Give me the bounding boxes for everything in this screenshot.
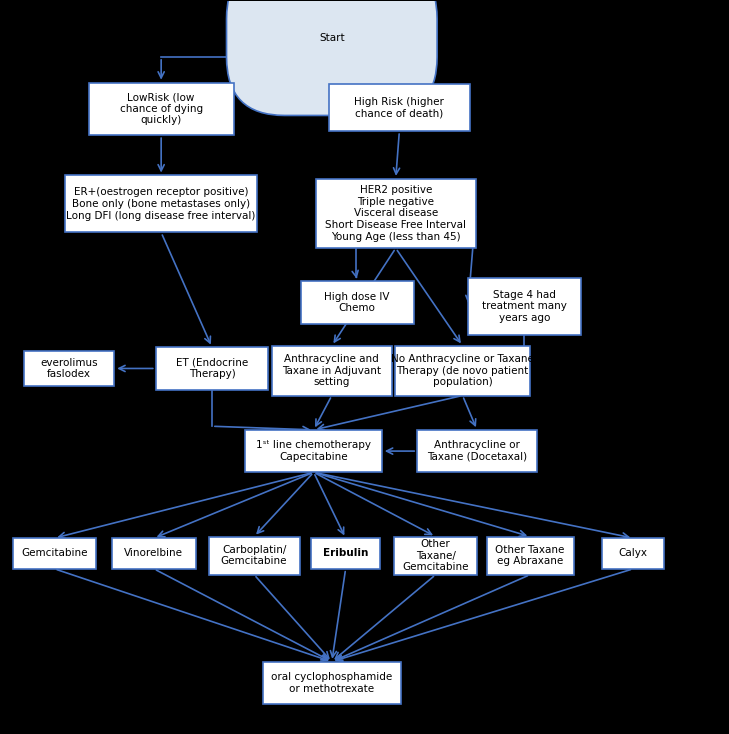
- Text: Other Taxane
eg Abraxane: Other Taxane eg Abraxane: [496, 545, 565, 567]
- FancyBboxPatch shape: [329, 84, 470, 131]
- FancyBboxPatch shape: [486, 537, 574, 575]
- Text: Stage 4 had
treatment many
years ago: Stage 4 had treatment many years ago: [482, 290, 566, 323]
- FancyBboxPatch shape: [394, 537, 477, 575]
- FancyBboxPatch shape: [316, 178, 475, 248]
- Text: Anthracycline or
Taxane (Docetaxal): Anthracycline or Taxane (Docetaxal): [427, 440, 527, 462]
- Text: HER2 positive
Triple negative
Visceral disease
Short Disease Free Interval
Young: HER2 positive Triple negative Visceral d…: [325, 185, 467, 241]
- FancyBboxPatch shape: [301, 281, 413, 324]
- Text: LowRisk (low
chance of dying
quickly): LowRisk (low chance of dying quickly): [120, 92, 203, 126]
- Text: High Risk (higher
chance of death): High Risk (higher chance of death): [354, 97, 444, 118]
- Text: High dose IV
Chemo: High dose IV Chemo: [324, 292, 390, 313]
- Text: Calyx: Calyx: [619, 548, 647, 559]
- FancyBboxPatch shape: [12, 538, 96, 569]
- Text: Carboplatin/
Gemcitabine: Carboplatin/ Gemcitabine: [221, 545, 287, 567]
- Text: Eribulin: Eribulin: [323, 548, 368, 559]
- Text: Start: Start: [319, 33, 345, 43]
- Text: No Anthracycline or Taxane
Therapy (de novo patient
population): No Anthracycline or Taxane Therapy (de n…: [391, 354, 534, 388]
- Text: 1ˢᵗ line chemotherapy
Capecitabine: 1ˢᵗ line chemotherapy Capecitabine: [256, 440, 371, 462]
- FancyBboxPatch shape: [263, 661, 401, 704]
- FancyBboxPatch shape: [395, 346, 530, 396]
- FancyBboxPatch shape: [417, 430, 537, 472]
- FancyBboxPatch shape: [311, 538, 380, 569]
- Text: ET (Endocrine
Therapy): ET (Endocrine Therapy): [176, 357, 248, 379]
- FancyBboxPatch shape: [468, 277, 580, 335]
- FancyBboxPatch shape: [23, 351, 114, 386]
- FancyBboxPatch shape: [112, 538, 195, 569]
- FancyBboxPatch shape: [156, 347, 268, 390]
- Text: Vinorelbine: Vinorelbine: [125, 548, 184, 559]
- FancyBboxPatch shape: [227, 0, 437, 115]
- FancyBboxPatch shape: [602, 538, 664, 569]
- FancyBboxPatch shape: [88, 82, 234, 135]
- Text: Anthracycline and
Taxane in Adjuvant
setting: Anthracycline and Taxane in Adjuvant set…: [282, 354, 381, 388]
- FancyBboxPatch shape: [272, 346, 391, 396]
- FancyBboxPatch shape: [65, 175, 257, 233]
- Text: Gemcitabine: Gemcitabine: [21, 548, 87, 559]
- Text: oral cyclophosphamide
or methotrexate: oral cyclophosphamide or methotrexate: [271, 672, 392, 694]
- Text: everolimus
faslodex: everolimus faslodex: [40, 357, 98, 379]
- Text: ER+(oestrogen receptor positive)
Bone only (bone metastases only)
Long DFI (long: ER+(oestrogen receptor positive) Bone on…: [66, 187, 256, 220]
- FancyBboxPatch shape: [208, 537, 300, 575]
- Text: Other
Taxane/
Gemcitabine: Other Taxane/ Gemcitabine: [402, 539, 469, 573]
- FancyBboxPatch shape: [246, 430, 382, 472]
